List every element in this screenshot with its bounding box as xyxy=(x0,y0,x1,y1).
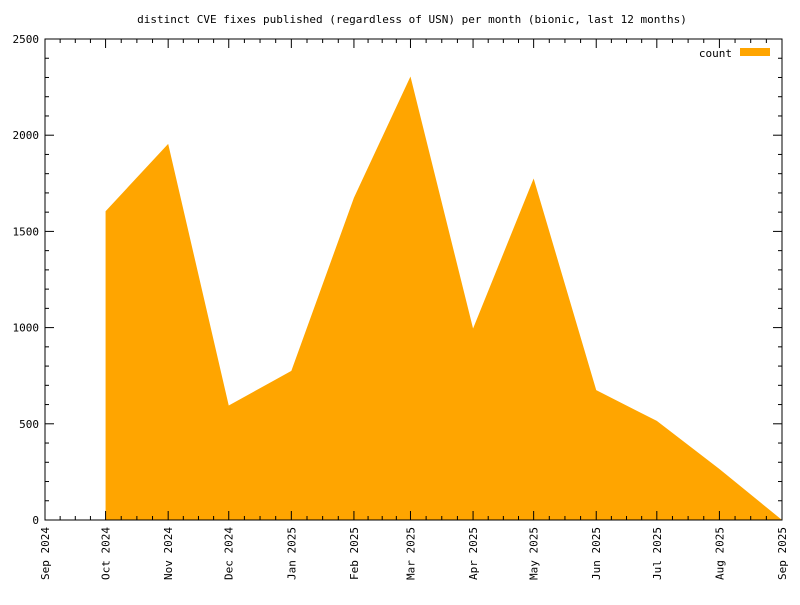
x-tick-label-4: Jan 2025 xyxy=(285,527,298,580)
legend-swatch-count xyxy=(740,48,770,56)
x-tick-label-1: Oct 2024 xyxy=(100,527,113,580)
y-tick-label-500: 500 xyxy=(19,418,39,431)
x-tick-label-2: Nov 2024 xyxy=(162,527,175,580)
legend-label-count: count xyxy=(699,47,732,60)
x-tick-label-0: Sep 2024 xyxy=(39,527,52,580)
area-layer xyxy=(106,77,782,521)
x-tick-label-10: Jul 2025 xyxy=(651,527,664,580)
y-tick-label-1500: 1500 xyxy=(13,225,40,238)
x-tick-label-6: Mar 2025 xyxy=(404,527,417,580)
x-tick-label-7: Apr 2025 xyxy=(467,527,480,580)
legend: count xyxy=(699,47,770,60)
x-tick-label-5: Feb 2025 xyxy=(348,527,361,580)
y-tick-label-0: 0 xyxy=(32,514,39,527)
x-tick-label-11: Aug 2025 xyxy=(713,527,726,580)
y-tick-label-2500: 2500 xyxy=(13,33,40,46)
x-tick-label-3: Dec 2024 xyxy=(223,527,236,580)
x-tick-label-9: Jun 2025 xyxy=(590,527,603,580)
area-series-count xyxy=(106,77,782,520)
chart-title: distinct CVE fixes published (regardless… xyxy=(137,13,687,26)
x-tick-label-8: May 2025 xyxy=(528,527,541,580)
y-tick-label-1000: 1000 xyxy=(13,322,40,335)
x-tick-label-12: Sep 2025 xyxy=(776,527,789,580)
y-tick-label-2000: 2000 xyxy=(13,129,40,142)
